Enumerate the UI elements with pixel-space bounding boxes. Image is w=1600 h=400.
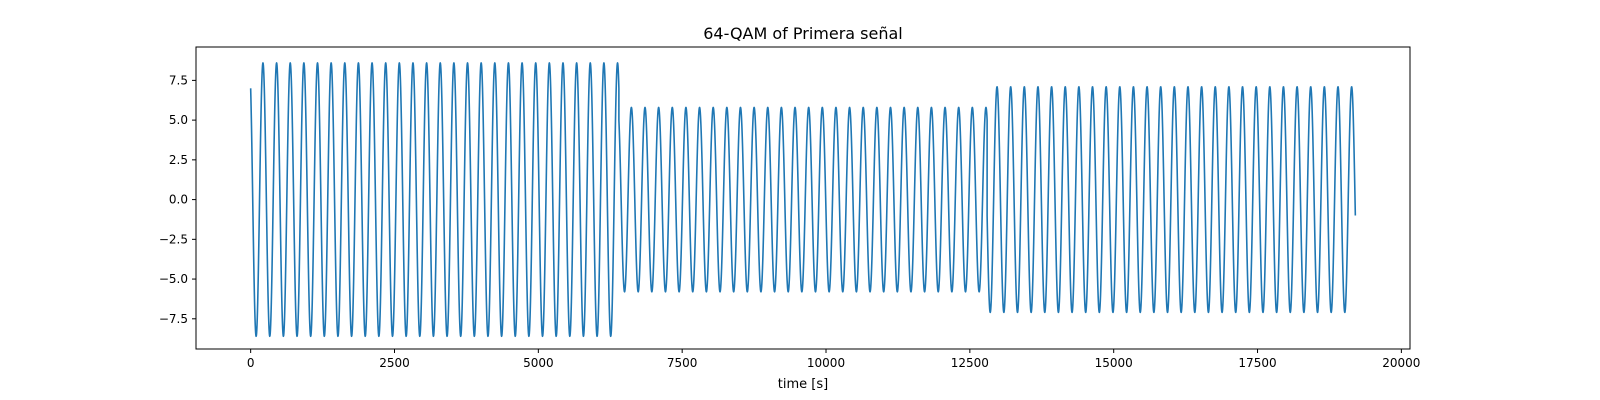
x-tick-label: 2500 [379,356,410,370]
x-tick-label: 12500 [951,356,989,370]
y-tick-label: 7.5 [169,73,188,87]
x-tick-label: 20000 [1382,356,1420,370]
y-tick-label: 5.0 [169,113,188,127]
x-tick-label: 15000 [1095,356,1133,370]
x-tick-label: 17500 [1238,356,1276,370]
x-tick-label: 10000 [807,356,845,370]
y-tick-label: −7.5 [159,312,188,326]
plot-frame [195,46,1411,350]
x-axis: 0 2500 5000 7500 10000 12500 15000 17500 20000 [247,349,1420,370]
y-tick-label: 0.0 [169,193,188,207]
x-tick-label: 5000 [523,356,554,370]
y-axis: 7.5 5.0 2.5 0.0 −2.5 −5.0 −7.5 [159,73,196,326]
signal-line [249,62,1357,338]
plot-area [249,62,1357,338]
y-tick-label: −2.5 [159,232,188,246]
y-tick-label: 2.5 [169,153,188,167]
x-axis-label: time [s] [778,377,828,392]
x-tick-label: 7500 [667,356,698,370]
chart-title: 64-QAM of Primera señal [703,24,903,43]
y-tick-label: −5.0 [159,272,188,286]
x-tick-label: 0 [247,356,255,370]
